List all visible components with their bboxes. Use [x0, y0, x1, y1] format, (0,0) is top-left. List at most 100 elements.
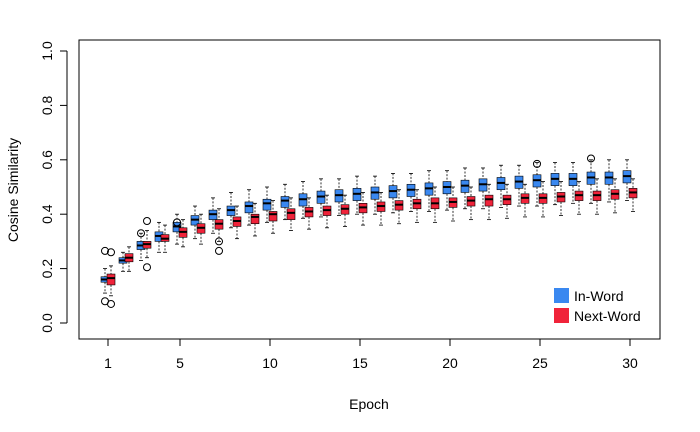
- x-tick-label: 30: [622, 355, 638, 371]
- y-axis-label: Cosine Similarity: [5, 138, 21, 242]
- x-tick-label: 15: [352, 355, 368, 371]
- x-axis: 1 5 10 15 20 25 30: [104, 338, 638, 371]
- box-next-word: [520, 183, 530, 218]
- legend-label: Next-Word: [574, 308, 641, 324]
- legend-swatch: [554, 308, 569, 323]
- box-in-word: [298, 181, 308, 219]
- box-next-word: [538, 181, 548, 218]
- box-next-word: [592, 178, 602, 215]
- y-tick-label: 0.4: [39, 204, 55, 224]
- outlier-point: [107, 248, 115, 257]
- box-in-word: [334, 178, 344, 216]
- outlier-point: [215, 237, 223, 246]
- box-in-word: [496, 164, 506, 208]
- box-next-word: [142, 230, 152, 259]
- box-body: [250, 213, 260, 225]
- box-in-word: [172, 213, 182, 245]
- box-body: [280, 196, 290, 208]
- outlier-point: [107, 299, 115, 308]
- box-next-word: [232, 205, 242, 240]
- box-in-word: [262, 186, 272, 223]
- box-next-word: [628, 178, 638, 212]
- box-next-word: [484, 183, 494, 221]
- box-next-word: [178, 219, 188, 248]
- y-tick-label: 0.6: [39, 150, 55, 170]
- x-tick-label: 20: [442, 355, 458, 371]
- box-next-word: [160, 224, 170, 253]
- box-next-word: [448, 186, 458, 222]
- y-tick-label: 1.0: [39, 41, 55, 61]
- y-axis: 0.0 0.2 0.4 0.6 0.8 1.0: [39, 41, 68, 333]
- outlier-point: [215, 246, 223, 255]
- box-next-word: [502, 183, 512, 219]
- box-body: [262, 198, 272, 211]
- box-in-word: [406, 172, 416, 212]
- box-next-word: [322, 194, 332, 229]
- box-next-word: [304, 197, 314, 230]
- box-next-word: [250, 202, 260, 237]
- box-groups: [100, 159, 638, 297]
- x-tick-label: 5: [176, 355, 184, 371]
- box-next-word: [574, 181, 584, 215]
- box-in-word: [226, 192, 236, 229]
- outlier-point: [101, 246, 109, 255]
- box-in-word: [622, 159, 632, 202]
- box-body: [244, 201, 254, 214]
- x-axis-label: Epoch: [349, 396, 389, 412]
- x-tick-label: 25: [532, 355, 548, 371]
- box-in-word: [316, 178, 326, 218]
- box-next-word: [340, 194, 350, 227]
- box-next-word: [106, 265, 116, 297]
- box-next-word: [376, 192, 386, 226]
- box-in-word: [100, 268, 110, 294]
- box-next-word: [556, 181, 566, 216]
- box-in-word: [190, 205, 200, 240]
- box-in-word: [550, 162, 560, 206]
- y-tick-label: 0.2: [39, 259, 55, 279]
- outlier-point: [173, 218, 181, 227]
- legend: In-Word Next-Word: [554, 288, 641, 324]
- box-next-word: [214, 208, 224, 242]
- box-in-word: [208, 197, 218, 234]
- outlier-point: [587, 154, 595, 163]
- box-body: [268, 211, 278, 222]
- box-in-word: [514, 164, 524, 207]
- box-in-word: [478, 167, 488, 210]
- outlier-points: [101, 154, 595, 308]
- outlier-point: [533, 159, 541, 168]
- x-tick-label: 1: [104, 355, 112, 371]
- y-tick-label: 0.8: [39, 95, 55, 115]
- box-next-word: [394, 189, 404, 225]
- legend-swatch: [554, 288, 569, 303]
- box-in-word: [586, 159, 596, 204]
- box-in-word: [424, 170, 434, 212]
- box-in-word: [388, 172, 398, 214]
- box-in-word: [280, 183, 290, 221]
- box-next-word: [124, 246, 134, 272]
- x-tick-label: 10: [262, 355, 278, 371]
- box-in-word: [244, 189, 254, 226]
- box-next-word: [430, 186, 440, 223]
- box-next-word: [286, 197, 296, 231]
- box-in-word: [370, 175, 380, 215]
- box-in-word: [604, 159, 614, 203]
- box-body: [484, 194, 494, 207]
- outlier-point: [143, 217, 151, 225]
- outlier-point: [137, 229, 145, 238]
- box-next-word: [268, 200, 278, 234]
- box-in-word: [442, 170, 452, 211]
- box-next-word: [610, 178, 620, 214]
- box-in-word: [460, 167, 470, 210]
- box-next-word: [466, 186, 476, 221]
- box-in-word: [568, 162, 578, 204]
- box-in-word: [352, 175, 362, 215]
- box-body: [106, 273, 116, 286]
- outlier-point: [143, 263, 151, 272]
- y-tick-label: 0.0: [39, 313, 55, 333]
- box-next-word: [412, 189, 422, 223]
- box-next-word: [358, 192, 368, 226]
- legend-label: In-Word: [574, 288, 624, 304]
- box-next-word: [196, 213, 206, 245]
